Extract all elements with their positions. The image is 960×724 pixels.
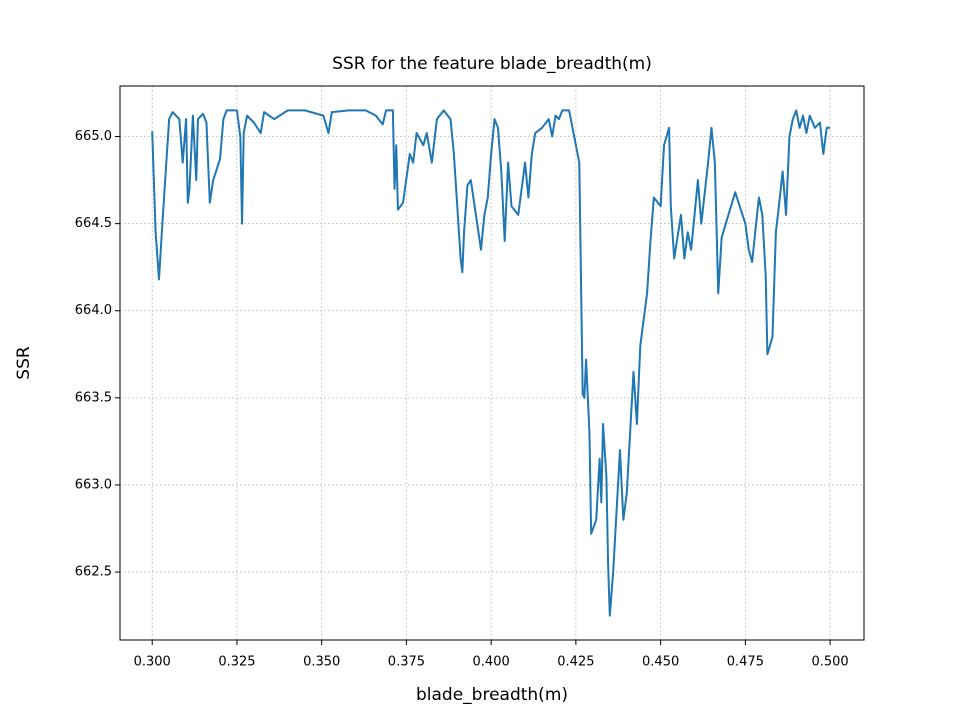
x-tick-label: 0.425 <box>557 655 594 670</box>
plot-frame <box>119 85 865 641</box>
x-tick-label: 0.450 <box>642 655 679 670</box>
y-tick-label: 664.5 <box>75 216 112 231</box>
x-tick-label: 0.500 <box>811 655 848 670</box>
y-tick-label: 664.0 <box>75 303 112 318</box>
x-tick-label: 0.300 <box>134 655 171 670</box>
x-tick-label: 0.475 <box>727 655 764 670</box>
line-series <box>151 109 831 617</box>
y-tick-label: 665.0 <box>75 129 112 144</box>
x-tick-label: 0.400 <box>473 655 510 670</box>
y-axis-label: SSR <box>14 346 34 380</box>
x-tick-label: 0.325 <box>218 655 255 670</box>
x-axis-label: blade_breadth(m) <box>416 685 568 705</box>
y-tick-label: 663.0 <box>75 477 112 492</box>
chart-title: SSR for the feature blade_breadth(m) <box>332 54 652 74</box>
y-tick-label: 663.5 <box>75 390 112 405</box>
x-tick-label: 0.350 <box>303 655 340 670</box>
y-tick-label: 662.5 <box>75 565 112 580</box>
x-tick-label: 0.375 <box>388 655 425 670</box>
